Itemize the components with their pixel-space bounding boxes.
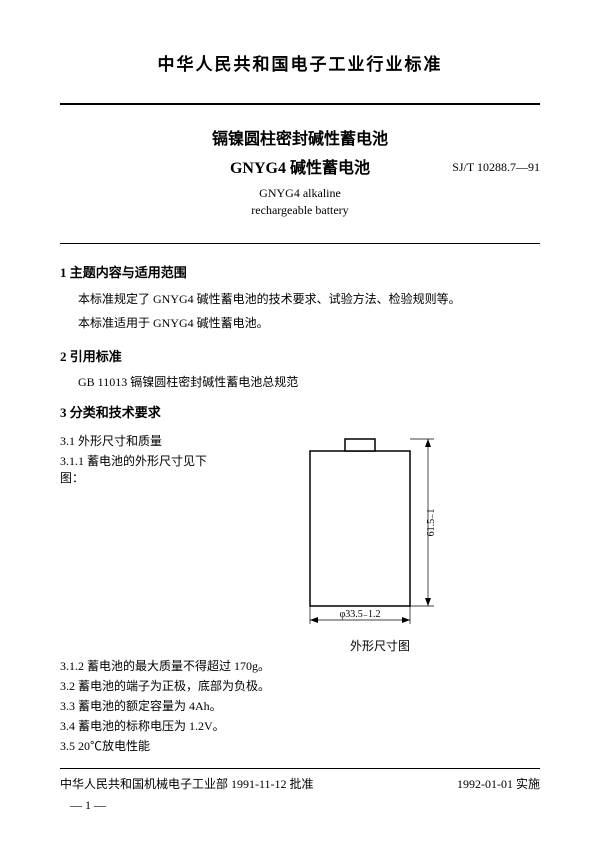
title-en-1: GNYG4 alkaline — [60, 186, 540, 201]
mid-rule — [60, 243, 540, 244]
figure-caption: 外形尺寸图 — [220, 637, 540, 654]
item-3-3: 3.3 蓄电池的额定容量为 4Ah。 — [60, 697, 540, 714]
figure-row: 3.1 外形尺寸和质量 3.1.1 蓄电池的外形尺寸见下图： 61.5₋1 φ33… — [60, 429, 540, 654]
svg-text:61.5₋1: 61.5₋1 — [426, 508, 437, 536]
doc-header-title: 中华人民共和国电子工业行业标准 — [60, 50, 540, 75]
section-2-ref: GB 11013 镉镍圆柱密封碱性蓄电池总规范 — [78, 373, 540, 390]
title-cn-1: 镉镍圆柱密封碱性蓄电池 — [60, 125, 540, 149]
page-number: — 1 — — [70, 798, 540, 813]
battery-figure: 61.5₋1 φ33.5₋1.2 — [280, 429, 480, 629]
footer: 中华人民共和国机械电子工业部 1991-11-12 批准 1992-01-01 … — [60, 775, 540, 792]
footer-approval: 中华人民共和国机械电子工业部 1991-11-12 批准 — [60, 775, 314, 792]
title-en-2: rechargeable battery — [60, 203, 540, 218]
title-block: 镉镍圆柱密封碱性蓄电池 GNYG4 碱性蓄电池 SJ/T 10288.7—91 … — [60, 125, 540, 218]
section-3-head: 3 分类和技术要求 — [60, 402, 540, 421]
item-3-4: 3.4 蓄电池的标称电压为 1.2V。 — [60, 717, 540, 734]
section-1-p2: 本标准适用于 GNYG4 碱性蓄电池。 — [78, 313, 540, 333]
standard-code: SJ/T 10288.7—91 — [452, 160, 540, 175]
section-1-head: 1 主题内容与适用范围 — [60, 262, 540, 281]
spec-list: 3.1.2 蓄电池的最大质量不得超过 170g。 3.2 蓄电池的端子为正极，底… — [60, 657, 540, 754]
section-2-head: 2 引用标准 — [60, 346, 540, 365]
section-1-p1: 本标准规定了 GNYG4 碱性蓄电池的技术要求、试验方法、检验规则等。 — [78, 289, 540, 309]
item-3-2: 3.2 蓄电池的端子为正极，底部为负极。 — [60, 677, 540, 694]
item-3-1-2: 3.1.2 蓄电池的最大质量不得超过 170g。 — [60, 657, 540, 674]
header-rule — [60, 103, 540, 105]
footer-rule — [60, 768, 540, 769]
svg-text:φ33.5₋1.2: φ33.5₋1.2 — [339, 609, 380, 620]
footer-effective: 1992-01-01 实施 — [457, 775, 540, 792]
item-3-5: 3.5 20℃放电性能 — [60, 737, 540, 754]
item-3-1: 3.1 外形尺寸和质量 — [60, 432, 220, 449]
item-3-1-1: 3.1.1 蓄电池的外形尺寸见下图： — [60, 452, 220, 486]
